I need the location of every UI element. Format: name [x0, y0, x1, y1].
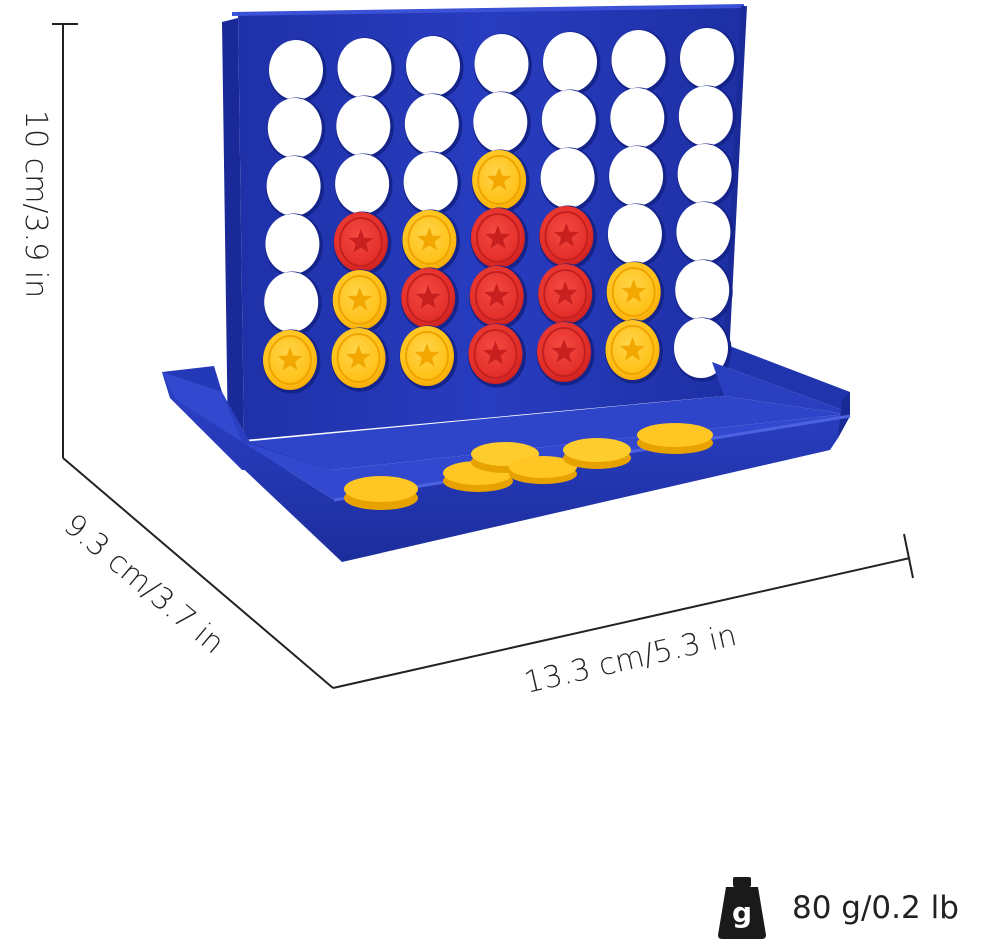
- yellow-piece: [401, 209, 460, 274]
- board-hole: [404, 93, 463, 158]
- red-piece: [400, 267, 459, 332]
- width-tick-end: [903, 533, 914, 579]
- board-hole: [541, 89, 600, 154]
- depth-line: [62, 457, 334, 689]
- tray-floor: [242, 396, 846, 470]
- board-hole: [403, 151, 462, 216]
- board-hole: [677, 143, 736, 208]
- game-board: [222, 4, 747, 446]
- red-piece: [469, 265, 528, 330]
- loose-yellow-piece: [509, 456, 577, 484]
- board-hole: [679, 27, 738, 92]
- height-label: 10 cm/3.9 in: [18, 110, 53, 298]
- loose-yellow-piece: [344, 476, 418, 510]
- width-label: 13.3 cm/5.3 in: [521, 618, 740, 701]
- board-hole: [542, 31, 601, 96]
- board-hole: [611, 29, 669, 94]
- board-hole: [608, 145, 667, 210]
- board-hole: [337, 37, 395, 102]
- board-hole: [675, 201, 734, 266]
- weight-icon-glyph: g: [732, 896, 752, 929]
- board-hole: [674, 259, 733, 324]
- board-right-edge: [721, 5, 747, 397]
- board-hole: [474, 33, 532, 98]
- board-hole: [678, 85, 737, 150]
- board-hole: [472, 91, 531, 156]
- weight-label: 80 g/0.2 lb: [792, 890, 959, 926]
- yellow-piece: [471, 149, 530, 214]
- yellow-piece: [399, 325, 458, 390]
- loose-yellow-piece: [563, 438, 631, 469]
- yellow-piece: [262, 329, 321, 394]
- dimension-lines: [52, 23, 914, 689]
- board-hole: [607, 203, 666, 268]
- board-hole: [335, 95, 394, 160]
- weight-info: g 80 g/0.2 lb: [716, 868, 959, 948]
- board-hole: [267, 97, 326, 162]
- board-hole: [268, 39, 327, 104]
- board-hole: [609, 87, 668, 152]
- red-piece: [470, 207, 529, 272]
- red-piece: [468, 323, 526, 388]
- tray-right-face: [838, 392, 850, 438]
- board-hole: [540, 147, 599, 212]
- loose-yellow-piece: [637, 423, 713, 454]
- weight-icon: g: [718, 877, 766, 939]
- red-piece: [537, 263, 596, 328]
- width-line: [332, 557, 911, 689]
- depth-label: 9.3 cm/3.7 in: [57, 507, 231, 661]
- board-hole: [264, 213, 323, 278]
- red-piece: [333, 211, 392, 276]
- board-top-edge: [231, 4, 745, 16]
- yellow-piece: [605, 319, 663, 384]
- yellow-piece: [332, 269, 391, 334]
- tray-right-wall: [712, 362, 848, 414]
- board-hole: [405, 35, 464, 100]
- board-hole: [334, 153, 393, 218]
- red-piece: [536, 321, 595, 386]
- loose-pieces: [344, 423, 713, 510]
- yellow-piece: [606, 261, 665, 326]
- yellow-piece: [331, 327, 389, 392]
- board-hole: [266, 155, 325, 220]
- board-hole: [263, 271, 322, 336]
- red-piece: [538, 205, 597, 270]
- board-side-left: [222, 18, 244, 446]
